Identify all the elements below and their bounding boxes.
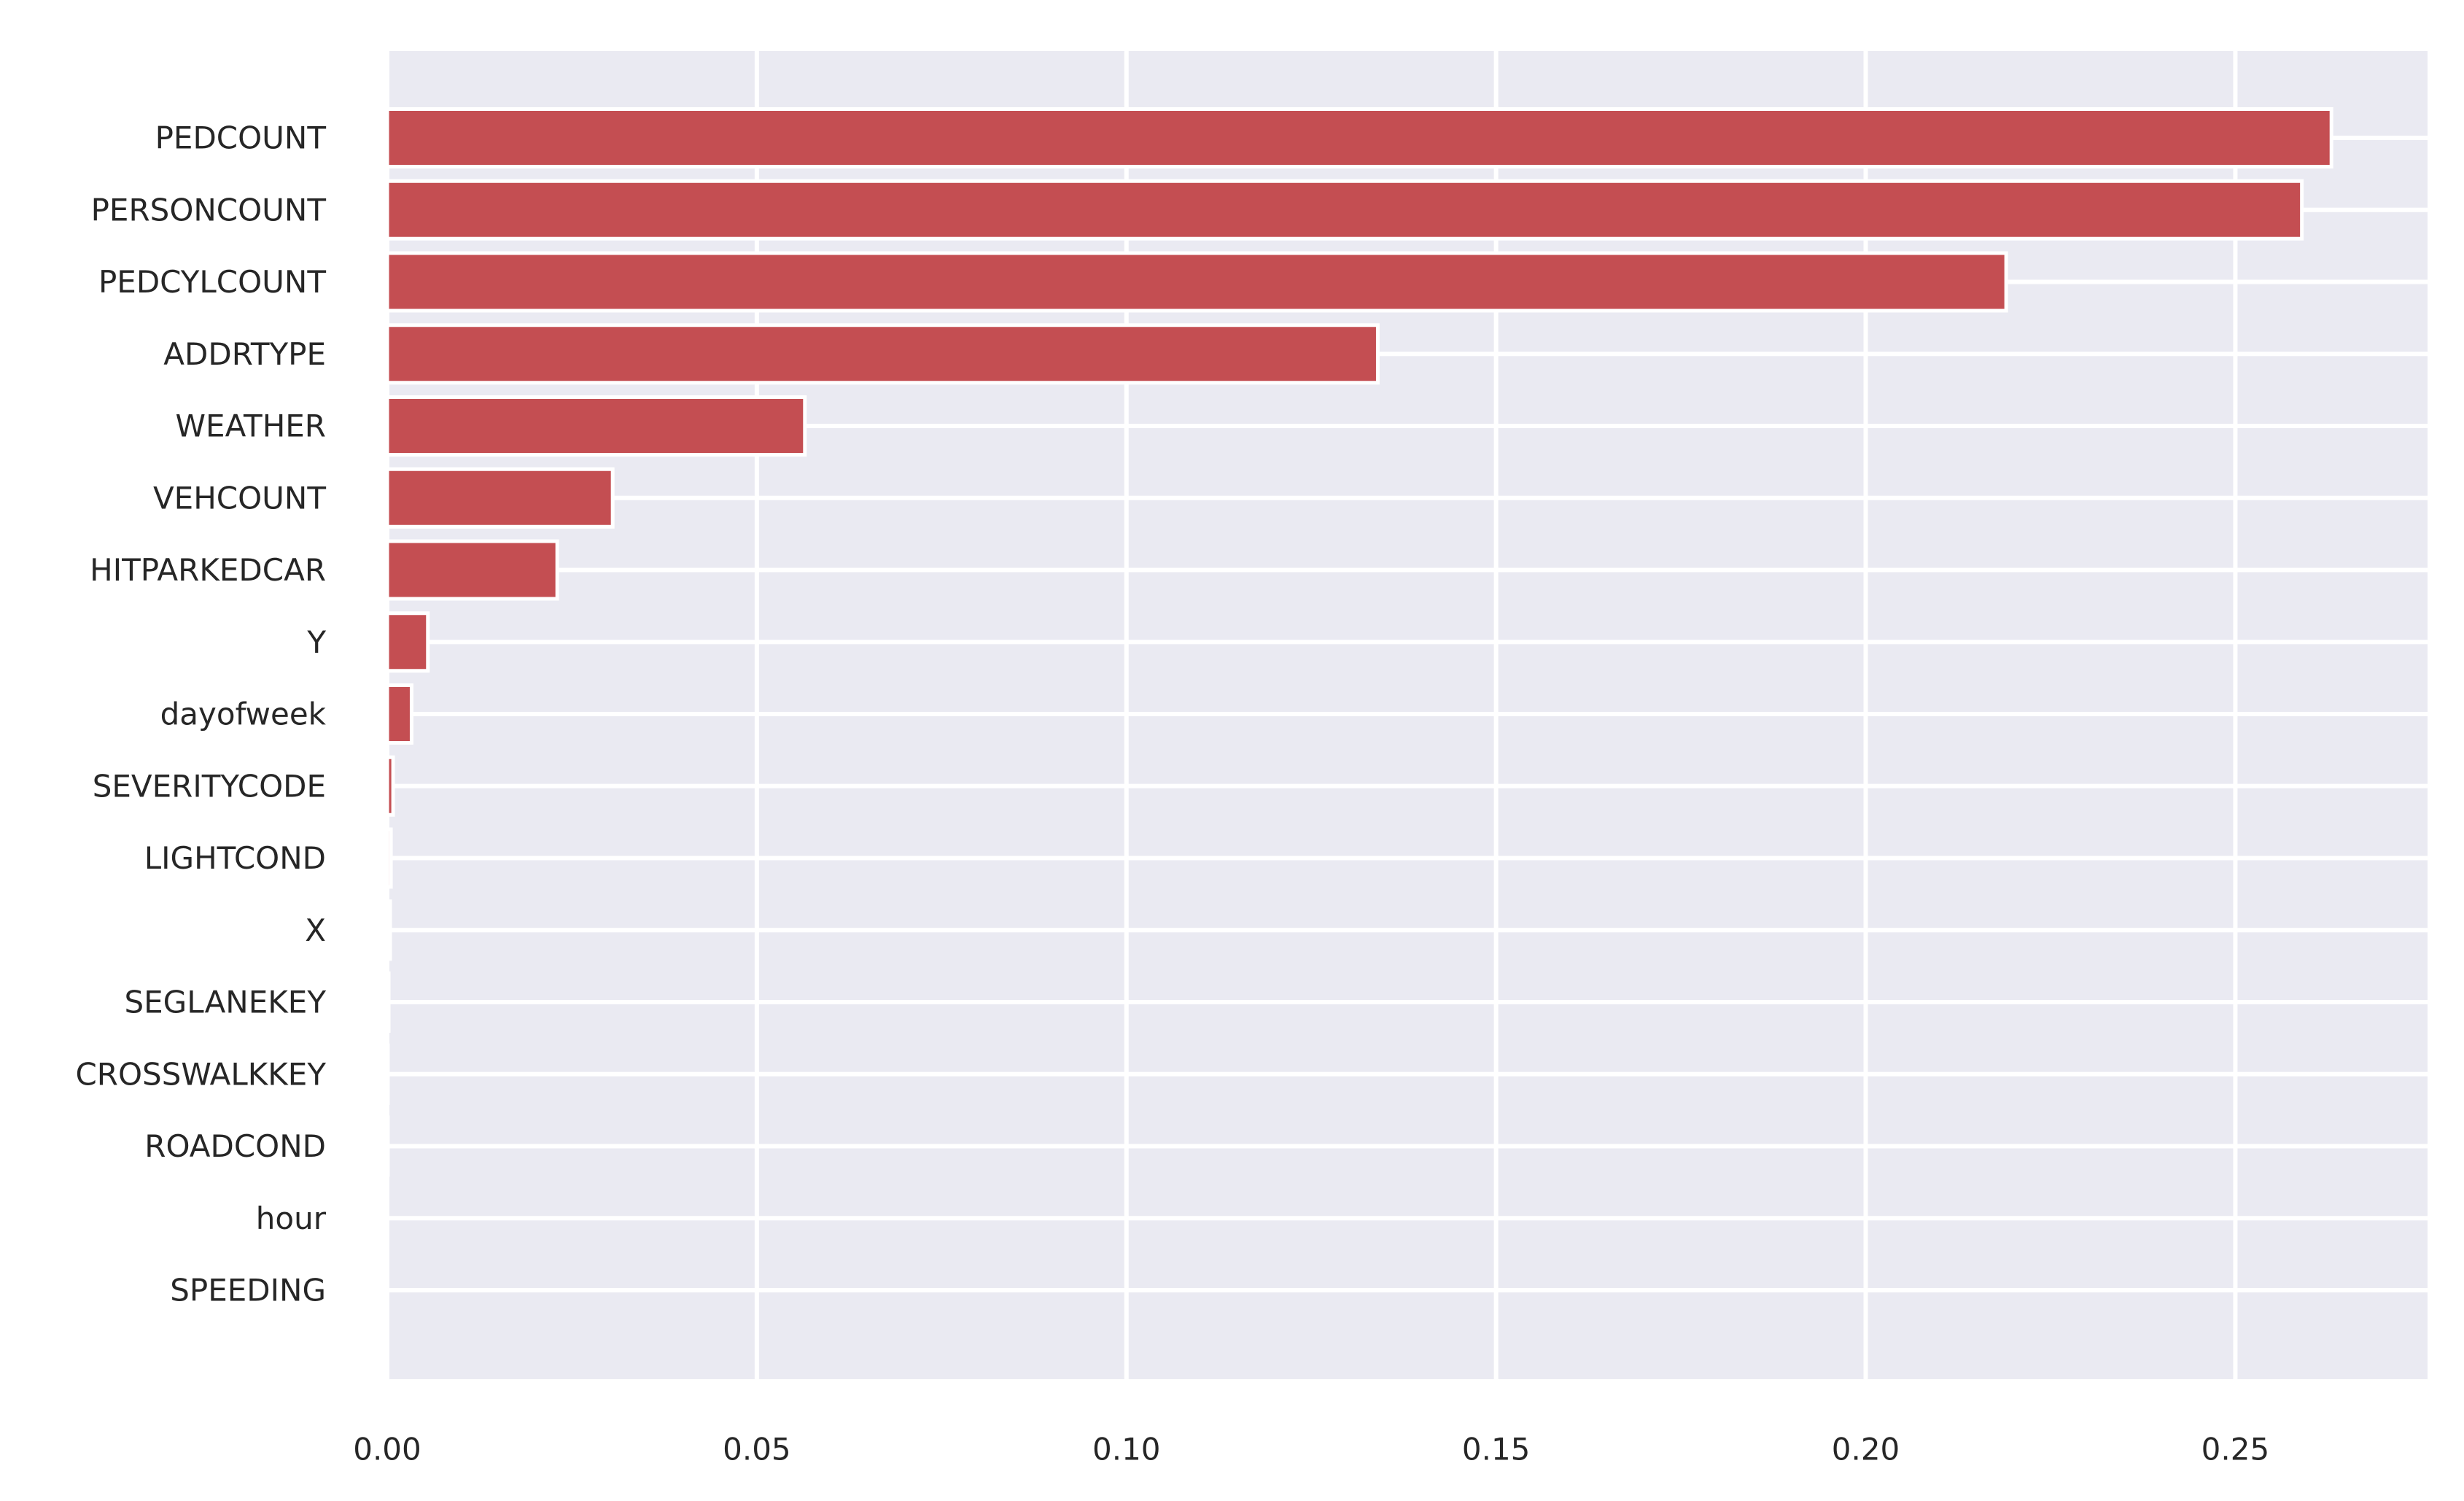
y-tick-label: PERSONCOUNT bbox=[91, 192, 327, 228]
bar-pedcount bbox=[385, 107, 2333, 168]
bars bbox=[385, 107, 2333, 1177]
y-tick-label: Y bbox=[306, 624, 326, 660]
bar-roadcond bbox=[385, 1115, 390, 1177]
x-tick-label: 0.00 bbox=[353, 1432, 421, 1467]
bar-seglanekey bbox=[385, 971, 391, 1033]
bar-vehcount bbox=[385, 467, 615, 529]
x-tick-label: 0.05 bbox=[723, 1432, 791, 1467]
y-tick-label: SEGLANEKEY bbox=[124, 985, 326, 1020]
bar-addrtype bbox=[385, 323, 1380, 385]
x-tick-label: 0.25 bbox=[2201, 1432, 2270, 1467]
bar-personcount bbox=[385, 179, 2304, 241]
y-tick-label: ADDRTYPE bbox=[163, 336, 326, 372]
bar-severitycode bbox=[385, 755, 395, 817]
y-tick-label: WEATHER bbox=[176, 408, 327, 444]
x-tick-labels: 0.00 0.05 0.10 0.15 0.20 0.25 bbox=[353, 1432, 2269, 1467]
y-tick-label: PEDCOUNT bbox=[155, 120, 327, 156]
y-tick-labels: PEDCOUNT PERSONCOUNT PEDCYLCOUNT ADDRTYPE WE… bbox=[75, 120, 326, 1308]
bar-y bbox=[385, 611, 430, 673]
y-tick-label: dayofweek bbox=[160, 697, 327, 732]
y-tick-label: VEHCOUNT bbox=[153, 480, 326, 516]
x-tick-label: 0.20 bbox=[1832, 1432, 1900, 1467]
x-tick-label: 0.10 bbox=[1092, 1432, 1161, 1467]
bar-lightcond bbox=[385, 827, 393, 889]
y-tick-label: CROSSWALKKEY bbox=[75, 1056, 326, 1092]
y-tick-label: HITPARKEDCAR bbox=[90, 552, 326, 588]
bar-dayofweek bbox=[385, 683, 413, 745]
y-tick-label: SEVERITYCODE bbox=[93, 768, 326, 804]
y-tick-label: X bbox=[305, 912, 326, 948]
bar-crosswalkkey bbox=[385, 1043, 390, 1105]
bar-weather bbox=[385, 395, 807, 457]
bar-pedcylcount bbox=[385, 251, 2008, 313]
y-tick-label: ROADCOND bbox=[144, 1128, 326, 1164]
y-tick-label: SPEEDING bbox=[170, 1273, 326, 1308]
y-tick-label: LIGHTCOND bbox=[144, 840, 326, 876]
x-tick-label: 0.15 bbox=[1462, 1432, 1531, 1467]
y-tick-label: PEDCYLCOUNT bbox=[98, 264, 326, 300]
bar-x bbox=[385, 899, 392, 961]
bar-hitparkedcar bbox=[385, 539, 559, 601]
y-tick-label: hour bbox=[256, 1201, 327, 1236]
